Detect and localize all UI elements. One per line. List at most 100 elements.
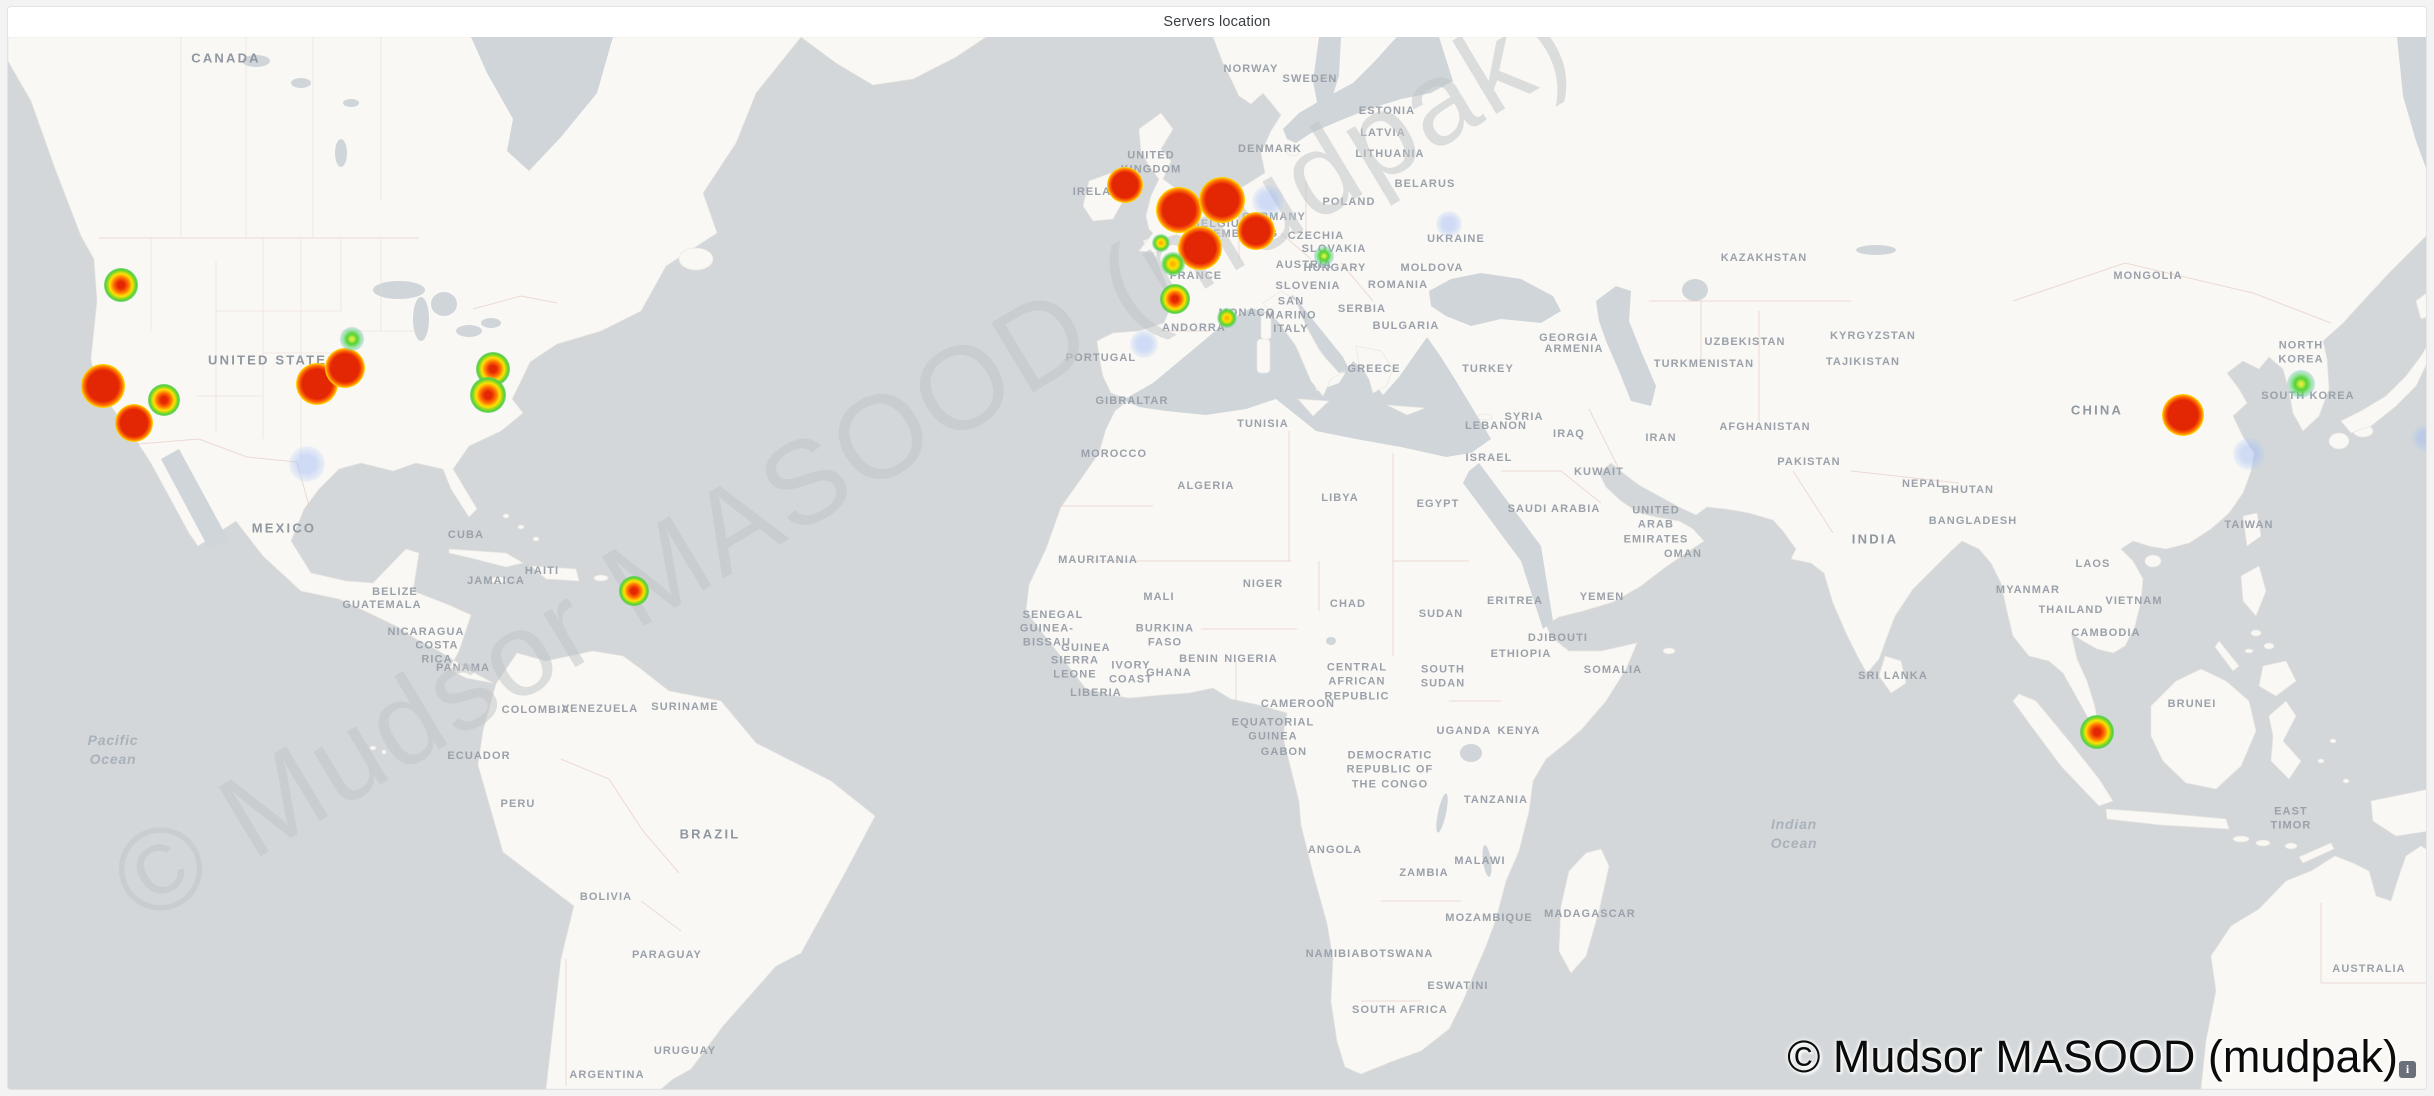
map-label-san-marino: SAN MARINO (1265, 295, 1317, 322)
map-label-united-arab-emirates: UNITED ARAB EMIRATES (1623, 504, 1689, 546)
heat-point-medium (470, 377, 506, 413)
map-label-liberia: LIBERIA (1070, 686, 1122, 699)
map-label-moldova: MOLDOVA (1400, 261, 1464, 274)
map-label-bolivia: BOLIVIA (579, 890, 633, 903)
heat-point-medium (148, 384, 180, 416)
heat-point-faint (2412, 425, 2426, 451)
map-label-latvia: LATVIA (1360, 126, 1406, 139)
map-label-oman: OMAN (1663, 547, 1703, 560)
map-label-libya: LIBYA (1321, 491, 1359, 504)
map-label-brunei: BRUNEI (2167, 697, 2217, 710)
map-label-slovenia: SLOVENIA (1275, 279, 1341, 292)
map-label-iran: IRAN (1645, 431, 1677, 444)
heat-point-medium (2080, 715, 2114, 749)
heat-point-green (2287, 370, 2315, 398)
heat-point-medium (619, 576, 649, 606)
map-label-cuba: CUBA (447, 528, 485, 541)
heat-point-small (1152, 234, 1170, 252)
map-label-kazakhstan: KAZAKHSTAN (1720, 251, 1808, 264)
heat-point-faint (1130, 330, 1158, 358)
map-label-armenia: ARMENIA (1544, 342, 1604, 355)
map-label-portugal: PORTUGAL (1065, 351, 1137, 364)
map-label-ivory-coast: IVORY COAST (1109, 659, 1153, 686)
map-label-djibouti: DJIBOUTI (1527, 631, 1589, 644)
heat-points-layer (8, 37, 2426, 1089)
map-label-poland: POLAND (1322, 195, 1376, 208)
world-map[interactable]: CANADA UNITED STATES MEXICO CUBA HAITI JAMAIC… (8, 37, 2426, 1089)
map-label-lebanon: LEBANON (1464, 419, 1528, 432)
map-label-nepal: NEPAL (1902, 477, 1944, 490)
map-label-syria: SYRIA (1504, 410, 1544, 423)
map-label-tajikistan: TAJIKISTAN (1825, 355, 1901, 368)
map-label-kyrgyzstan: KYRGYZSTAN (1830, 329, 1916, 342)
map-label-colombia: COLOMBIA (501, 703, 571, 716)
servers-location-panel: Servers location (7, 6, 2427, 1090)
map-label-cameroon: CAMEROON (1260, 697, 1336, 710)
map-label-iraq: IRAQ (1553, 427, 1585, 440)
map-label-jamaica: JAMAICA (467, 574, 525, 587)
map-label-uganda: UGANDA (1436, 724, 1492, 737)
map-label-australia: AUSTRALIA (2332, 962, 2406, 975)
map-label-cambodia: CAMBODIA (2071, 626, 2141, 639)
map-label-sudan: SUDAN (1418, 607, 1464, 620)
panel-title: Servers location (1163, 14, 1271, 30)
map-label-burkina-faso: BURKINA FASO (1135, 622, 1195, 649)
map-label-ghana: GHANA (1146, 666, 1192, 679)
map-label-ecuador: ECUADOR (447, 749, 511, 762)
map-label-east-timor: EAST TIMOR (2270, 805, 2312, 832)
map-label-egypt: EGYPT (1416, 497, 1460, 510)
panel-header[interactable]: Servers location (8, 7, 2426, 37)
attribution-text: © Mudsor MASOOD (mudpak) (1787, 1031, 2398, 1082)
map-label-saudi-arabia: SAUDI ARABIA (1507, 502, 1601, 515)
map-label-france: FRANCE (1169, 269, 1223, 282)
info-button[interactable]: i (2399, 1061, 2416, 1078)
map-label-bhutan: BHUTAN (1941, 483, 1995, 496)
heat-point-faint (2233, 438, 2265, 470)
map-label-belarus: BELARUS (1394, 177, 1456, 190)
map-label-south-sudan: SOUTH SUDAN (1420, 663, 1466, 690)
map-label-angola: ANGOLA (1307, 843, 1363, 856)
map-label-eswatini: ESWATINI (1427, 979, 1489, 992)
map-label-south-africa: SOUTH AFRICA (1352, 1003, 1448, 1016)
map-label-mauritania: MAURITANIA (1058, 553, 1138, 566)
map-label-bulgaria: BULGARIA (1372, 319, 1440, 332)
map-label-turkmenistan: TURKMENISTAN (1653, 357, 1755, 370)
map-label-afghanistan: AFGHANISTAN (1719, 420, 1811, 433)
map-label-mongolia: MONGOLIA (2113, 269, 2183, 282)
map-label-brazil: BRAZIL (679, 826, 741, 842)
heat-point-medium (1160, 284, 1190, 314)
map-label-namibia: NAMIBIA (1305, 947, 1361, 960)
info-icon: i (2405, 1062, 2410, 1076)
map-label-mali: MALI (1143, 590, 1175, 603)
map-label-sierra-leone: SIERRA LEONE (1050, 654, 1100, 681)
map-label-taiwan: TAIWAN (2224, 518, 2274, 531)
map-label-andorra: ANDORRA (1162, 321, 1226, 334)
map-label-china: CHINA (2070, 402, 2124, 418)
map-label-uzbekistan: UZBEKISTAN (1704, 335, 1786, 348)
map-label-kuwait: KUWAIT (1574, 465, 1624, 478)
map-label-sweden: SWEDEN (1282, 72, 1338, 85)
heat-point-large (325, 348, 365, 388)
heat-point-large (1237, 212, 1275, 250)
map-label-czechia: CZECHIA (1287, 229, 1345, 242)
map-label-senegal: SENEGAL (1022, 608, 1084, 621)
map-label-equatorial-guinea: EQUATORIAL GUINEA (1231, 716, 1315, 743)
heat-point-medium (104, 268, 138, 302)
map-label-tanzania: TANZANIA (1463, 793, 1529, 806)
ocean-label-pacific-ocean: Pacific Ocean (87, 732, 139, 767)
map-label-democratic-republic-of-the-congo: DEMOCRATIC REPUBLIC OF THE CONGO (1346, 749, 1434, 791)
map-label-zambia: ZAMBIA (1399, 866, 1449, 879)
map-label-kenya: KENYA (1497, 724, 1541, 737)
heat-point-large (2162, 394, 2204, 436)
map-label-guinea: GUINEA (1061, 641, 1111, 654)
map-label-yemen: YEMEN (1579, 590, 1625, 603)
map-label-venezuela: VENEZUELA (561, 702, 639, 715)
heat-point-large (115, 404, 153, 442)
map-label-ukraine: UKRAINE (1427, 232, 1485, 245)
map-label-somalia: SOMALIA (1583, 663, 1643, 676)
map-label-italy: ITALY (1273, 322, 1309, 335)
map-label-guatemala: GUATEMALA (342, 598, 422, 611)
map-label-norway: NORWAY (1223, 62, 1279, 75)
heat-point-small (1217, 308, 1237, 328)
map-label-morocco: MOROCCO (1080, 447, 1148, 460)
